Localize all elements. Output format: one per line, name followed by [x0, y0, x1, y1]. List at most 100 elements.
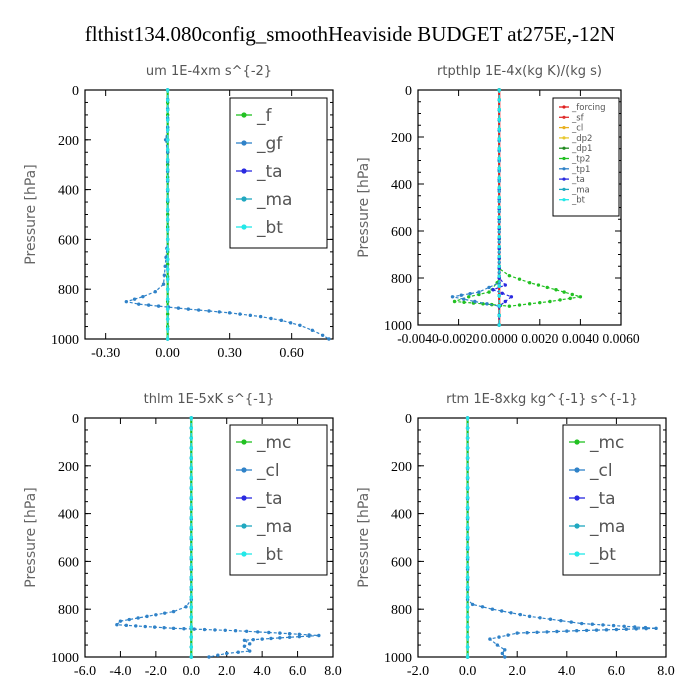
data-point [497, 244, 501, 249]
data-point [525, 631, 529, 635]
data-point [298, 323, 302, 328]
data-point [260, 637, 264, 641]
data-point [165, 212, 170, 217]
legend-label: _bt [256, 545, 283, 565]
data-point [137, 302, 141, 306]
x-tick-label: 0.0 [183, 664, 201, 679]
data-point [584, 628, 589, 633]
data-point [497, 323, 501, 327]
data-point [192, 627, 196, 631]
data-point [604, 628, 609, 632]
data-point [517, 303, 522, 307]
legend-label: _ta [256, 162, 283, 182]
x-tick-label: 2.0 [218, 664, 236, 679]
legend-marker [241, 523, 247, 529]
legend-marker [562, 187, 566, 191]
x-tick-label: 6.0 [608, 664, 626, 679]
legend-marker [241, 467, 247, 473]
data-point [165, 247, 170, 252]
data-point [161, 282, 166, 286]
data-point [465, 655, 470, 659]
data-point [624, 627, 629, 631]
data-point [132, 297, 137, 301]
legend-label: _f [256, 106, 273, 126]
data-point [307, 634, 311, 638]
data-point [196, 308, 201, 312]
data-point [497, 303, 501, 308]
data-point [165, 297, 170, 301]
data-point [465, 565, 470, 570]
data-point [189, 615, 193, 619]
legend-marker [241, 168, 247, 174]
x-tick-label: 0.0060 [602, 331, 639, 346]
data-point [227, 311, 232, 315]
y-tick-label: 400 [391, 178, 412, 193]
data-point [165, 158, 170, 162]
y-tick-label: 800 [391, 603, 412, 618]
data-point [500, 651, 505, 656]
data-point [465, 466, 470, 470]
legend-marker [562, 136, 566, 140]
data-point [297, 632, 302, 636]
y-tick-label: 0 [72, 412, 79, 427]
data-point [536, 283, 541, 287]
y-tick-label: 1000 [384, 319, 412, 334]
y-tick-label: 1000 [384, 651, 412, 666]
data-point [578, 295, 583, 299]
data-point [189, 635, 193, 639]
legend-marker [574, 495, 580, 501]
legend-label: _ta [256, 489, 283, 509]
x-tick-label: 0.60 [279, 346, 304, 361]
y-tick-label: 400 [58, 508, 79, 523]
data-point [515, 631, 519, 635]
data-point [146, 303, 151, 307]
data-point [518, 612, 522, 617]
data-point [207, 655, 211, 659]
data-point [614, 627, 619, 632]
data-point [165, 113, 170, 117]
legend-label: _cl [256, 461, 280, 481]
data-point [644, 626, 648, 631]
data-point [186, 307, 191, 311]
data-point [189, 565, 193, 570]
legend-marker [562, 126, 566, 130]
data-point [548, 617, 553, 621]
x-tick-label: 6.0 [289, 664, 307, 679]
data-point [165, 177, 170, 182]
data-point [477, 292, 481, 297]
data-point [141, 294, 145, 299]
data-point [207, 309, 211, 313]
data-point [467, 295, 471, 299]
data-point [297, 634, 302, 639]
data-point [165, 337, 170, 341]
legend-label: _bt [571, 196, 586, 206]
x-tick-label: -0.0040 [397, 331, 439, 346]
data-point [465, 605, 470, 609]
data-point [468, 291, 472, 296]
data-point [545, 630, 549, 634]
data-point [236, 650, 240, 654]
data-point [258, 314, 263, 319]
data-point [154, 613, 158, 617]
legend-label: _ma [256, 517, 292, 537]
data-point [127, 617, 131, 622]
data-point [517, 277, 522, 281]
data-point [136, 616, 140, 620]
legend-label: _mc [589, 433, 624, 453]
y-axis-label: Pressure [hPa] [23, 164, 39, 264]
data-point [527, 281, 532, 285]
data-point [189, 605, 193, 609]
data-point [497, 205, 501, 210]
x-tick-label: -0.30 [91, 346, 120, 361]
x-tick-label: -6.0 [74, 664, 96, 679]
data-point [165, 217, 170, 222]
series-line-ta [491, 90, 513, 325]
data-point [189, 436, 193, 440]
data-point [590, 622, 595, 626]
data-point [465, 595, 470, 599]
data-point [527, 614, 532, 619]
legend-box [229, 424, 328, 576]
data-point [171, 626, 176, 631]
data-point [497, 186, 501, 190]
